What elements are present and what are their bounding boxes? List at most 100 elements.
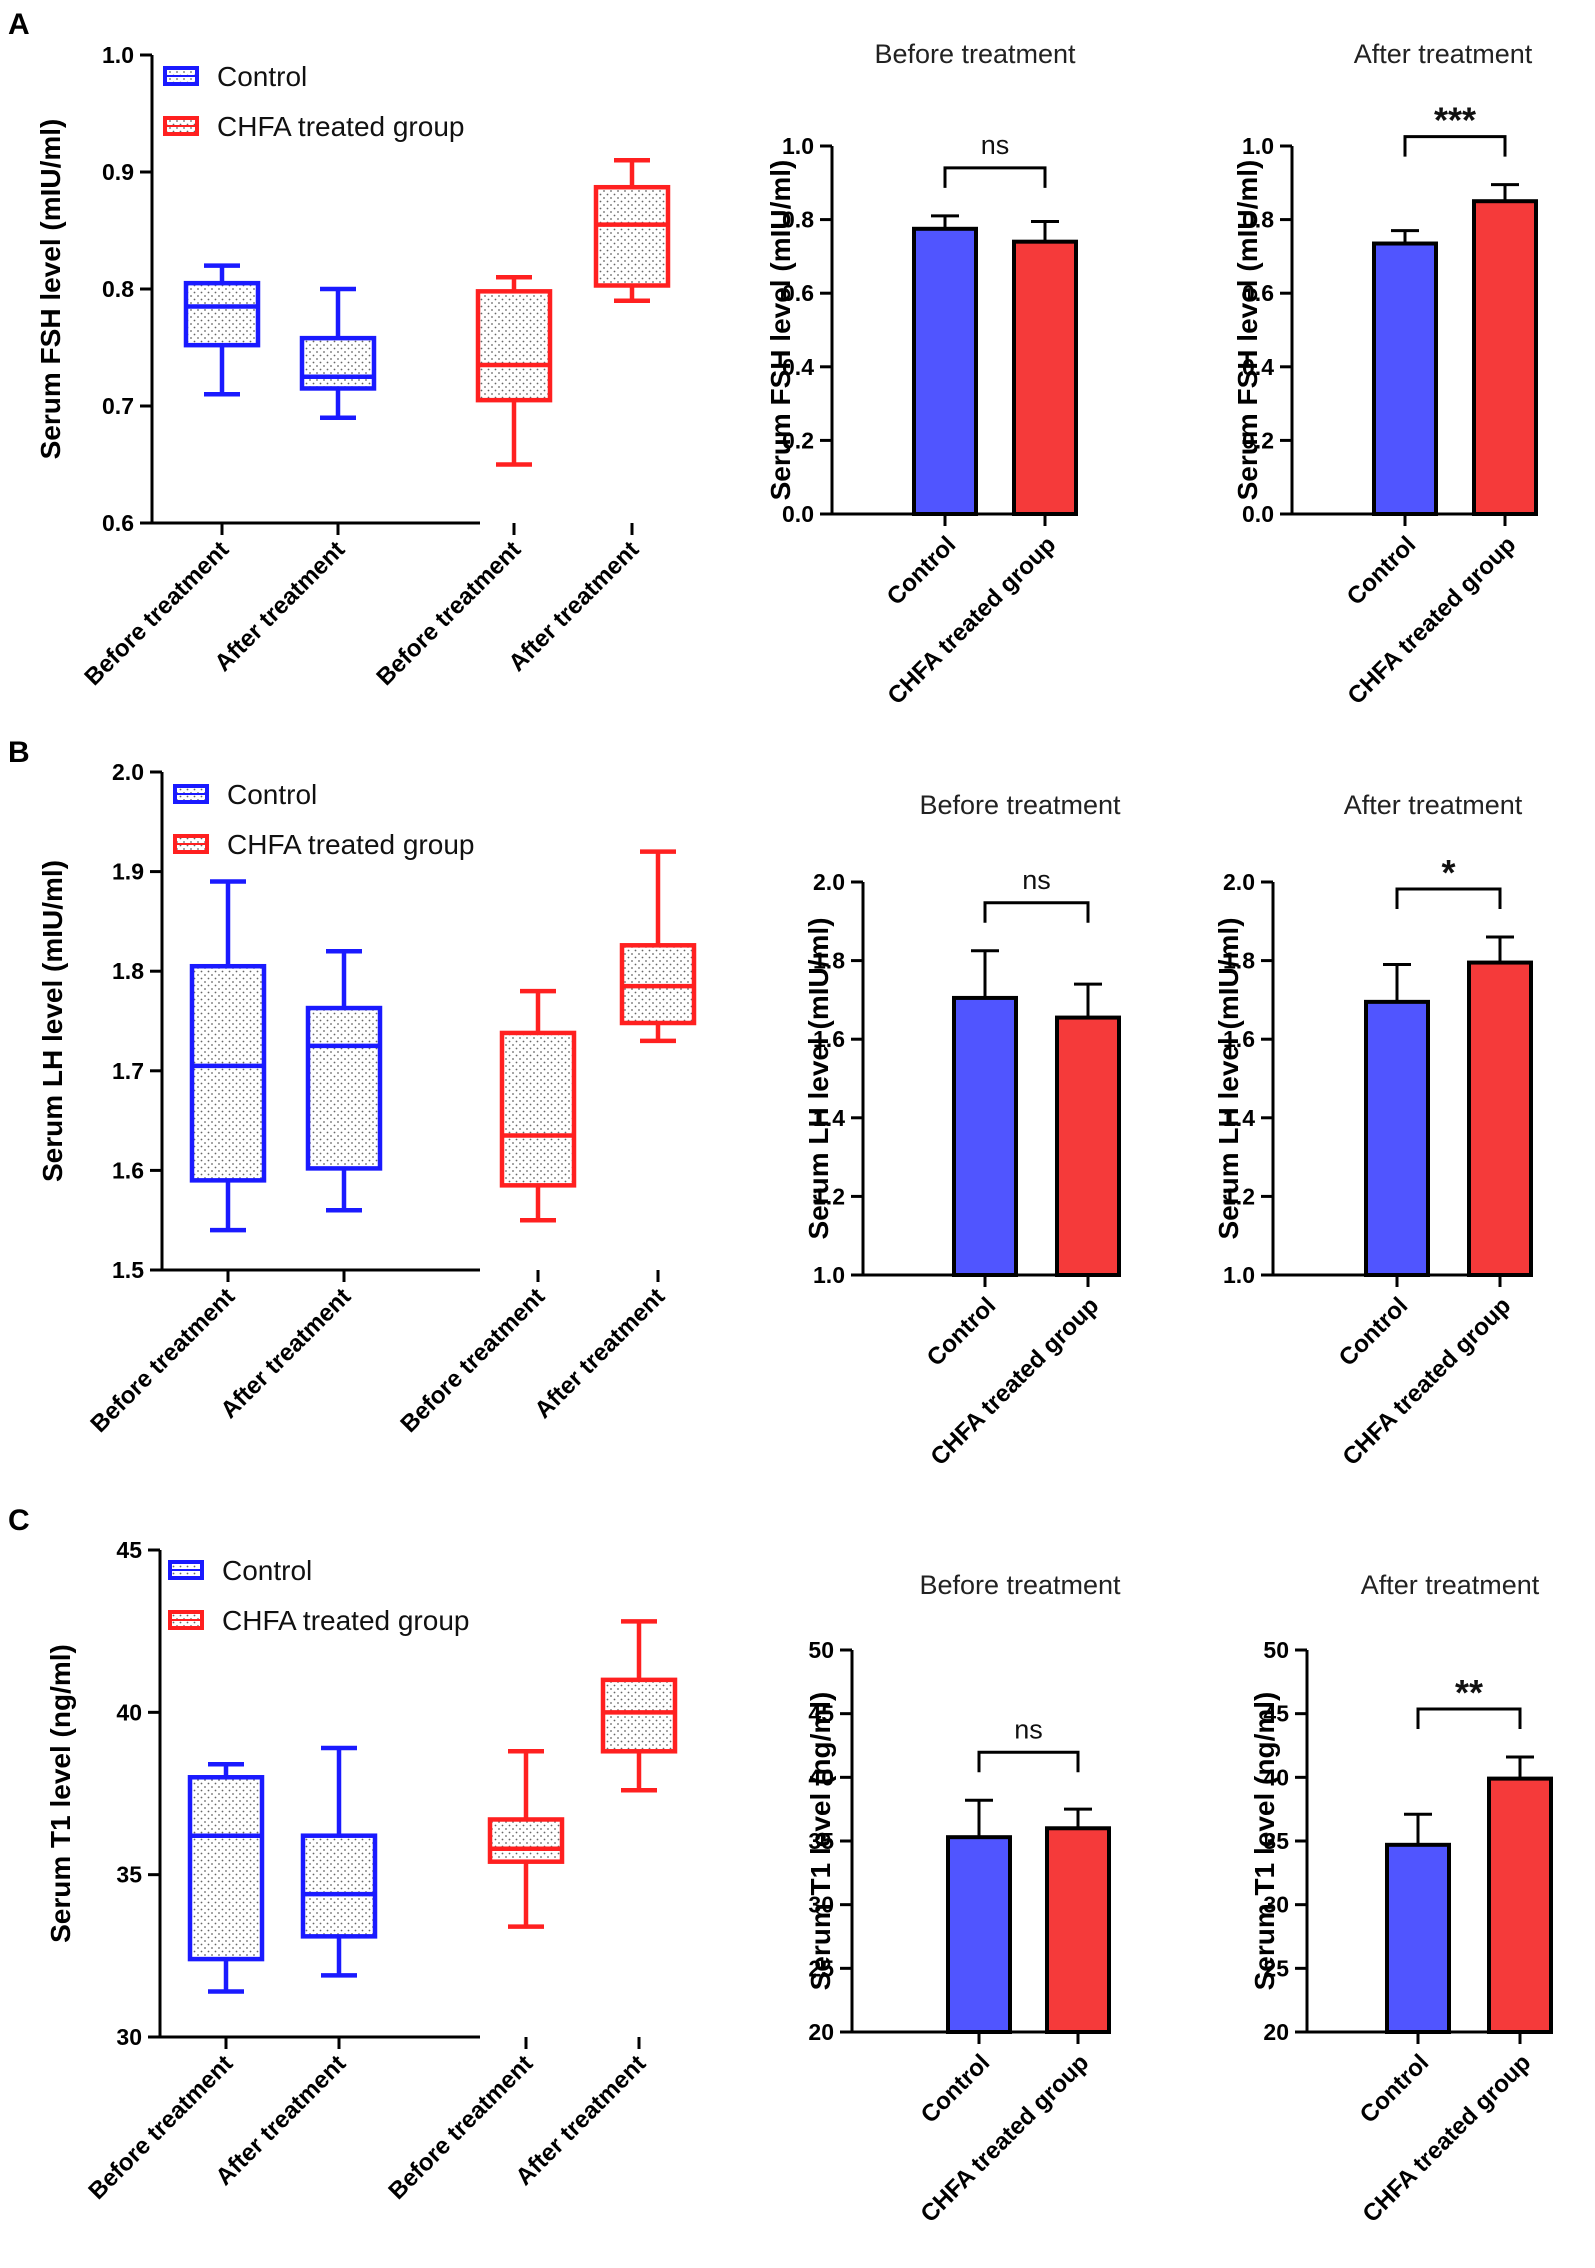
y-tick-label: 0.2 [782, 427, 814, 453]
chart-title: After treatment [1344, 790, 1523, 820]
y-tick-label: 20 [808, 2019, 834, 2045]
y-axis-label: Serum T1 level (ng/ml) [805, 1692, 836, 1991]
y-axis-label: Serum T1 level (ng/ml) [1249, 1692, 1280, 1991]
category-label: After treatment [530, 1283, 671, 1424]
significance-label: ns [1022, 865, 1051, 895]
category-label: Before treatment [85, 1283, 240, 1438]
category-label: Control [1355, 2049, 1434, 2128]
significance-label: *** [1434, 100, 1476, 141]
bar-1 [1487, 1776, 1553, 2035]
y-tick-label: 1.9 [112, 859, 144, 885]
category-label: Before treatment [383, 2050, 538, 2205]
y-tick-label: 0.8 [1242, 207, 1274, 233]
y-axis-label: Serum LH level (mIU/ml) [803, 917, 834, 1239]
y-tick-label: 0.9 [102, 159, 134, 185]
box-2 [487, 1749, 565, 1929]
category-label: Before treatment [395, 1283, 550, 1438]
y-tick-label: 50 [1263, 1637, 1289, 1663]
y-tick-label: 0.6 [1242, 280, 1274, 306]
y-tick-label: 35 [808, 1828, 834, 1854]
legend-label: CHFA treated group [222, 1605, 469, 1636]
y-tick-label: 1.8 [1223, 948, 1255, 974]
chart-title: Before treatment [919, 790, 1121, 820]
y-tick-label: 25 [1263, 1955, 1289, 1981]
bar-0 [946, 1835, 1012, 2035]
bar-1 [1472, 199, 1538, 516]
y-tick-label: 40 [116, 1699, 142, 1725]
box-iqr [600, 1677, 678, 1754]
significance-bracket [1395, 887, 1502, 910]
y-tick-label: 1.2 [1223, 1183, 1255, 1209]
category-label: CHFA treated group [925, 1292, 1104, 1471]
chart-b-5: 1.0 1.2 1.4 1.6 1.8 2.0 Serum LH level (mIU/ml… [1213, 790, 1533, 1471]
y-tick-label: 1.6 [1223, 1026, 1255, 1052]
panel-label-c: C [8, 1504, 30, 1537]
box-iqr [593, 184, 671, 288]
y-tick-label: 0.0 [782, 501, 814, 527]
box-1 [299, 286, 377, 420]
y-tick-label: 1.6 [112, 1157, 144, 1183]
y-axis-label: Serum LH level (mIU/ml) [1213, 917, 1244, 1239]
category-label: Before treatment [79, 536, 234, 691]
box-iqr [300, 1833, 378, 1939]
chart-b-4: 1.0 1.2 1.4 1.6 1.8 2.0 Serum LH level (mIU/ml… [803, 790, 1121, 1471]
y-tick-label: 40 [1263, 1764, 1289, 1790]
y-tick-label: 45 [808, 1701, 834, 1727]
y-tick-label: 1.0 [782, 133, 814, 159]
category-label: CHFA treated group [915, 2049, 1094, 2228]
y-tick-label: 0.8 [102, 276, 134, 302]
y-axis-label: Serum T1 level (ng/ml) [45, 1644, 76, 1943]
bar-1 [1012, 239, 1078, 516]
legend-label: Control [227, 779, 317, 810]
box-iqr [189, 963, 267, 1183]
category-label: CHFA treated group [1342, 531, 1521, 710]
box-iqr [299, 335, 377, 391]
y-tick-label: 35 [1263, 1828, 1289, 1854]
y-tick-label: 1.7 [112, 1058, 144, 1084]
y-tick-label: 1.0 [813, 1262, 845, 1288]
category-label: Control [1334, 1292, 1413, 1371]
y-axis-label: Serum FSH level (mIU/ml) [765, 160, 796, 501]
y-tick-label: 30 [1263, 1892, 1289, 1918]
category-label: CHFA treated group [1337, 1292, 1516, 1471]
legend-label: Control [217, 61, 307, 92]
box-0 [183, 263, 261, 397]
y-tick-label: 40 [808, 1764, 834, 1790]
category-label: Control [882, 531, 961, 610]
box-iqr [475, 289, 553, 403]
y-tick-label: 45 [1263, 1701, 1289, 1727]
category-label: CHFA treated group [882, 531, 1061, 710]
y-tick-label: 20 [1263, 2019, 1289, 2045]
box-1 [300, 1745, 378, 1978]
significance-bracket [983, 901, 1090, 923]
y-tick-label: 0.6 [782, 280, 814, 306]
bar-1 [1045, 1826, 1111, 2035]
bar-0 [1364, 999, 1430, 1277]
box-3 [593, 158, 671, 303]
chart-title: After treatment [1361, 1570, 1540, 1600]
legend-label: CHFA treated group [217, 111, 464, 142]
y-tick-label: 2.0 [1223, 869, 1255, 895]
bar-0 [1385, 1842, 1451, 2034]
significance-bracket [977, 1750, 1080, 1773]
box-iqr [487, 1817, 565, 1864]
y-tick-label: 1.0 [1223, 1262, 1255, 1288]
y-tick-label: 1.0 [1242, 133, 1274, 159]
y-tick-label: 1.8 [813, 948, 845, 974]
box-iqr [499, 1030, 577, 1188]
y-tick-label: 1.6 [813, 1026, 845, 1052]
chart-title: Before treatment [919, 1570, 1121, 1600]
box-2 [499, 988, 577, 1223]
chart-c-8: 20 25 30 35 40 45 50 Serum T1 level (ng/ml) Afte… [1249, 1570, 1553, 2228]
legend-label: Control [222, 1555, 312, 1586]
box-1 [305, 949, 383, 1213]
y-tick-label: 1.5 [112, 1257, 144, 1283]
y-tick-label: 0.4 [782, 354, 814, 380]
box-0 [187, 1762, 265, 1994]
y-axis-label: Serum LH level (mIU/ml) [37, 860, 68, 1182]
box-3 [600, 1619, 678, 1793]
significance-label: ns [1014, 1714, 1043, 1744]
box-3 [619, 849, 697, 1044]
y-axis-label: Serum FSH level (mIU/ml) [35, 119, 66, 460]
